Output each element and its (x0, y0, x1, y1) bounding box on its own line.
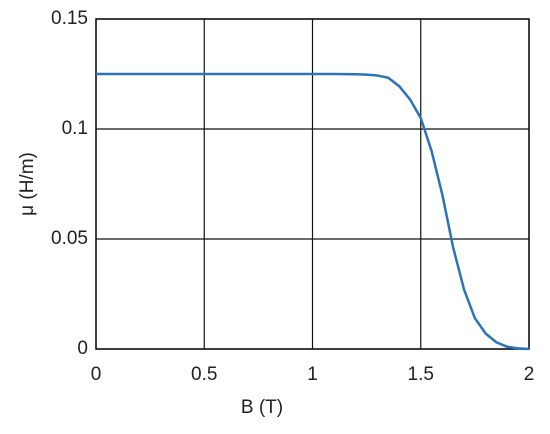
x-tick-label: 1 (307, 364, 318, 385)
y-tick-label: 0.1 (62, 118, 88, 139)
y-axis-label: μ (H/m) (17, 152, 38, 216)
line-series (96, 72, 530, 351)
plot-frame (95, 18, 530, 350)
y-tick-label: 0.15 (51, 8, 88, 29)
x-tick-label: 0 (91, 364, 102, 385)
x-tick-label: 2 (524, 364, 535, 385)
y-tick-label: 0 (77, 338, 88, 359)
x-tick-label: 0.5 (191, 364, 217, 385)
y-tick-label: 0.05 (51, 228, 88, 249)
x-axis-label: B (T) (241, 397, 283, 418)
x-tick-label: 1.5 (408, 364, 434, 385)
